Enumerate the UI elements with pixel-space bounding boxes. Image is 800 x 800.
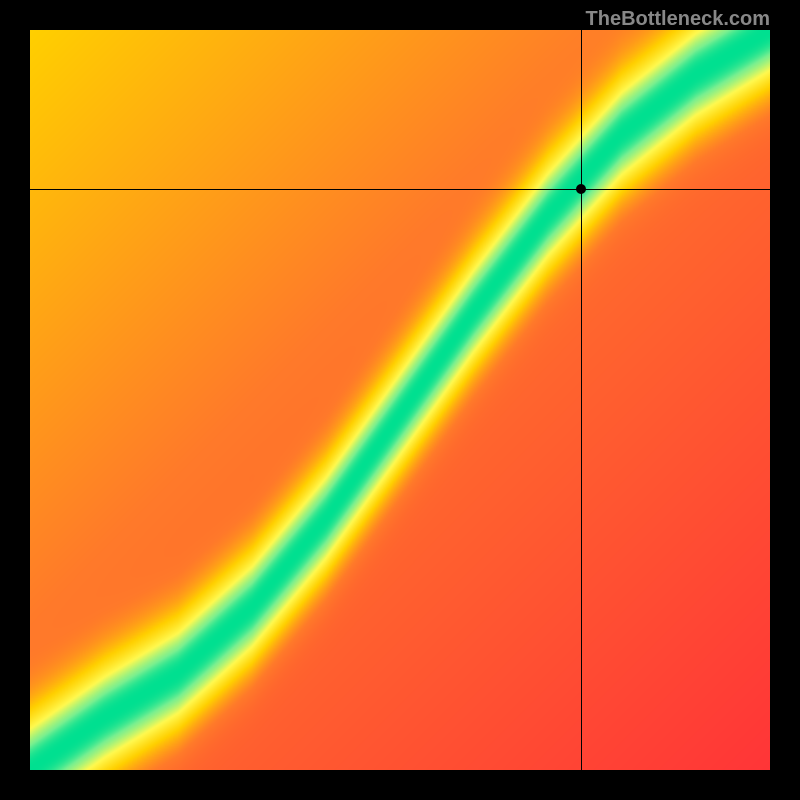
crosshair-vertical	[581, 30, 582, 770]
crosshair-horizontal	[30, 189, 770, 190]
heatmap-canvas	[30, 30, 770, 770]
watermark-text: TheBottleneck.com	[586, 8, 770, 31]
heatmap-plot	[30, 30, 770, 770]
crosshair-marker	[576, 184, 586, 194]
